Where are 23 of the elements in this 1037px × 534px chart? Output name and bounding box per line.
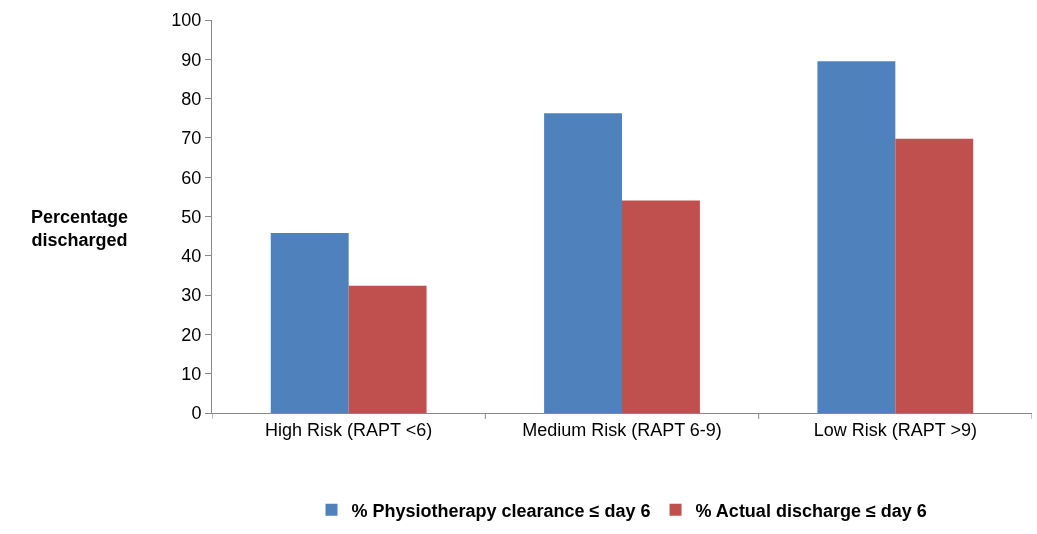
y-tick-label: 90 <box>181 49 202 70</box>
bar <box>817 61 896 413</box>
y-tick-label: 80 <box>181 88 202 109</box>
y-tick-label: 70 <box>181 128 202 149</box>
y-tick-label: 20 <box>181 324 202 345</box>
x-tick-label: Medium Risk (RAPT 6-9) <box>522 419 722 440</box>
bar <box>544 113 622 413</box>
y-tick-label: 30 <box>181 285 202 306</box>
bar <box>270 233 349 413</box>
x-tick-label: Low Risk (RAPT >9) <box>813 419 977 440</box>
bar <box>622 200 700 413</box>
legend-label: % Physiotherapy clearance ≤ day 6 <box>351 500 651 521</box>
y-tick-label: 0 <box>191 403 202 424</box>
y-tick-label: 60 <box>181 167 202 188</box>
y-tick-label: 40 <box>181 246 202 267</box>
y-tick-label: 10 <box>181 364 202 384</box>
y-tick-label: 50 <box>181 206 202 227</box>
x-tick-label: High Risk (RAPT <6) <box>265 419 433 440</box>
legend-label: % Actual discharge ≤ day 6 <box>695 500 927 521</box>
y-axis-title: Percentage discharged <box>31 207 129 251</box>
bar <box>348 285 427 413</box>
y-tick-label: 100 <box>171 10 202 31</box>
bar <box>895 138 974 413</box>
